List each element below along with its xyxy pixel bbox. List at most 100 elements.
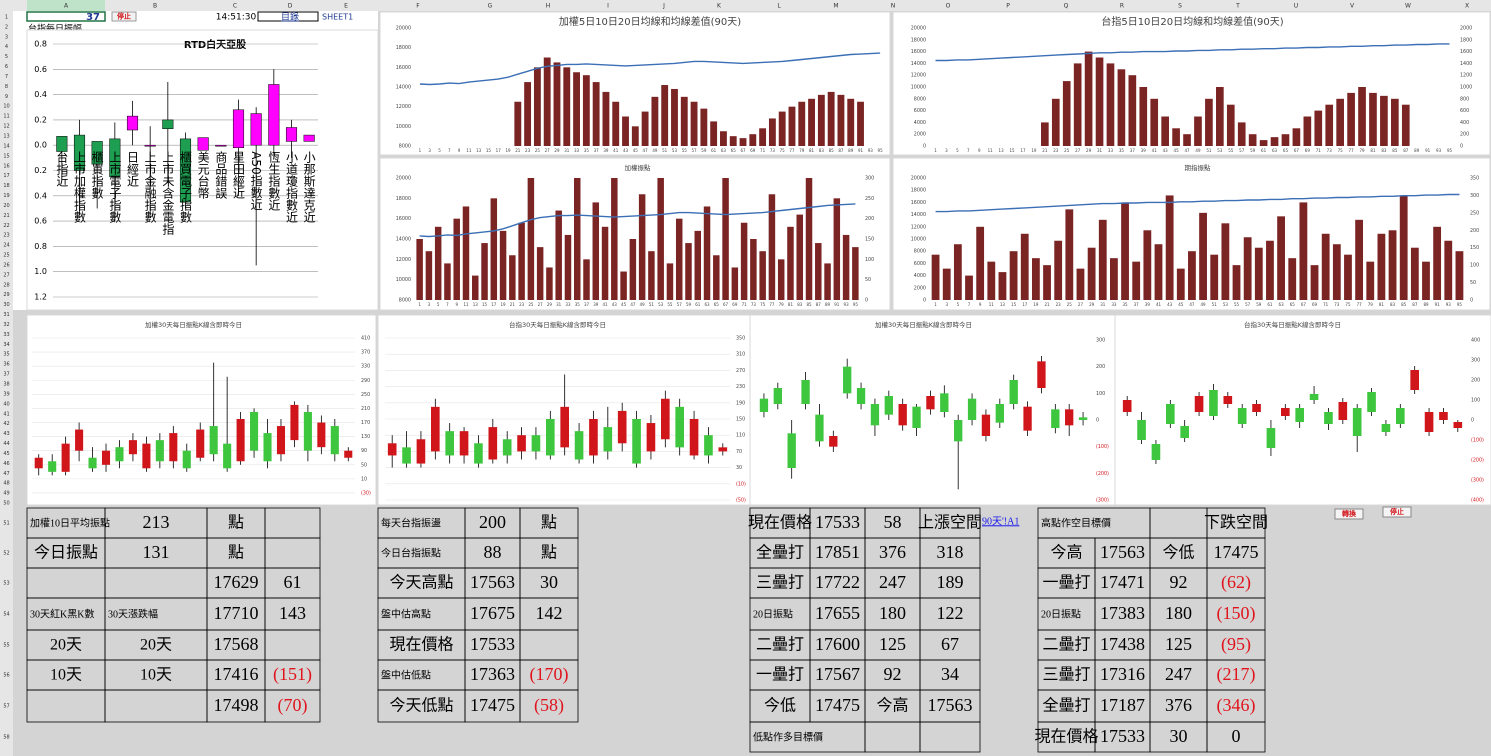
table-text: 143 [279, 603, 306, 623]
bar [750, 239, 757, 300]
button-label[interactable]: 轉換 [1342, 509, 1357, 518]
x-tick-label: 95 [878, 148, 884, 153]
row-header: 51 [3, 521, 9, 527]
y-tick-label: 0.2 [34, 166, 47, 175]
x-tick-label: 31 [1097, 148, 1103, 153]
y-tick-label: (300) [1096, 498, 1109, 504]
bar [817, 94, 825, 146]
table-text: 17655 [815, 603, 860, 623]
row-header: 14 [3, 143, 9, 149]
y2-tick-label: 150 [1470, 245, 1479, 251]
column-header: X [1465, 3, 1469, 10]
y-tick-label: 200 [1096, 364, 1105, 370]
x-tick-label: 31 [556, 302, 562, 307]
candle-body [459, 431, 469, 456]
x-tick-label: 3 [945, 148, 948, 153]
bar [847, 98, 855, 146]
y-tick-label: 100 [1471, 398, 1480, 404]
bar [601, 226, 609, 300]
x-tick-label: 13 [476, 148, 482, 153]
row-header: 55 [3, 643, 9, 649]
x-tick-label: 35 [1123, 302, 1129, 307]
bar [1336, 98, 1344, 146]
bar [425, 251, 433, 300]
y2-tick-label: 300 [1470, 193, 1479, 199]
x-tick-label: 55 [1228, 148, 1234, 153]
row-header: 44 [3, 441, 9, 447]
x-tick-label: 81 [788, 302, 794, 307]
table-text: 10天 [50, 667, 82, 684]
y-tick-label: 50 [361, 462, 367, 468]
bar [602, 91, 610, 146]
x-tick-label: 57 [677, 302, 683, 307]
x-tick-label: 75 [1338, 148, 1344, 153]
y-tick-label: 18000 [911, 188, 926, 194]
table-text: 58 [884, 512, 902, 532]
y-tick-label: 10000 [911, 237, 926, 243]
bar [942, 268, 951, 300]
y2-tick-label: 800 [1460, 96, 1469, 102]
x-tick-label: 81 [809, 148, 815, 153]
x-tick-label: 29 [1089, 302, 1095, 307]
y2-tick-label: 100 [1470, 263, 1479, 269]
candle-body [1352, 408, 1362, 436]
candle-body [1151, 444, 1161, 460]
x-tick-label: 35 [584, 148, 590, 153]
candle-body [759, 398, 769, 412]
candle-body [704, 435, 713, 456]
candle-body [689, 419, 699, 456]
x-tick-label: 57 [692, 148, 698, 153]
y-tick-label: 0 [1471, 418, 1474, 424]
y2-tick-label: 50 [865, 277, 871, 283]
column-header: P [1006, 3, 1010, 10]
toc-link[interactable]: 目錄 [281, 11, 299, 23]
link-cell[interactable] [257, 11, 319, 22]
x-tick-label: 47 [1189, 302, 1195, 307]
candle-body [290, 404, 299, 441]
x-tick-label: 65 [731, 148, 737, 153]
candle-body [488, 427, 498, 460]
button-label[interactable]: 停止 [1390, 507, 1404, 516]
candle-body [223, 443, 232, 469]
row-header: 57 [3, 704, 9, 710]
x-tick-label: 13 [999, 148, 1005, 153]
bar [1216, 87, 1224, 146]
button[interactable] [1382, 506, 1412, 518]
stop-button-label[interactable]: 停止 [117, 12, 131, 21]
y-tick-label: (100) [1096, 444, 1109, 450]
x-tick-label: 33 [574, 148, 580, 153]
bar [629, 239, 637, 300]
y2-tick-label: 600 [1460, 108, 1469, 114]
x-tick-label: 3 [428, 302, 431, 307]
x-tick-label: 27 [538, 302, 544, 307]
category-label: 美元台幣 [196, 151, 210, 199]
table-text: 92 [884, 664, 902, 684]
candle-body [926, 396, 935, 410]
candle-body [236, 419, 245, 462]
x-tick-label: 15 [486, 148, 492, 153]
hyperlink[interactable]: 90天'!A1 [982, 516, 1019, 527]
bar [1106, 63, 1115, 146]
bar [1041, 122, 1049, 146]
active-cell[interactable] [26, 11, 106, 22]
x-tick-label: 23 [1053, 148, 1059, 153]
stop-button[interactable] [111, 11, 137, 22]
column-header: G [488, 3, 493, 10]
button[interactable] [1334, 508, 1364, 520]
row-header: 28 [3, 282, 9, 288]
x-tick-label: 17 [496, 148, 502, 153]
bar [722, 178, 729, 300]
candle-body [1324, 412, 1333, 424]
x-tick-label: 47 [643, 148, 649, 153]
candle-body [179, 138, 192, 203]
candle-body [142, 443, 151, 469]
candle-body [1424, 412, 1434, 432]
table-text: 88 [484, 542, 502, 562]
bar [1377, 233, 1386, 300]
bar [1391, 98, 1399, 146]
table-text: 下跌空間 [1204, 514, 1268, 532]
bar [1369, 92, 1377, 146]
bar [1117, 69, 1126, 146]
y-tick-label: 170 [361, 420, 370, 426]
bar [1031, 258, 1040, 300]
